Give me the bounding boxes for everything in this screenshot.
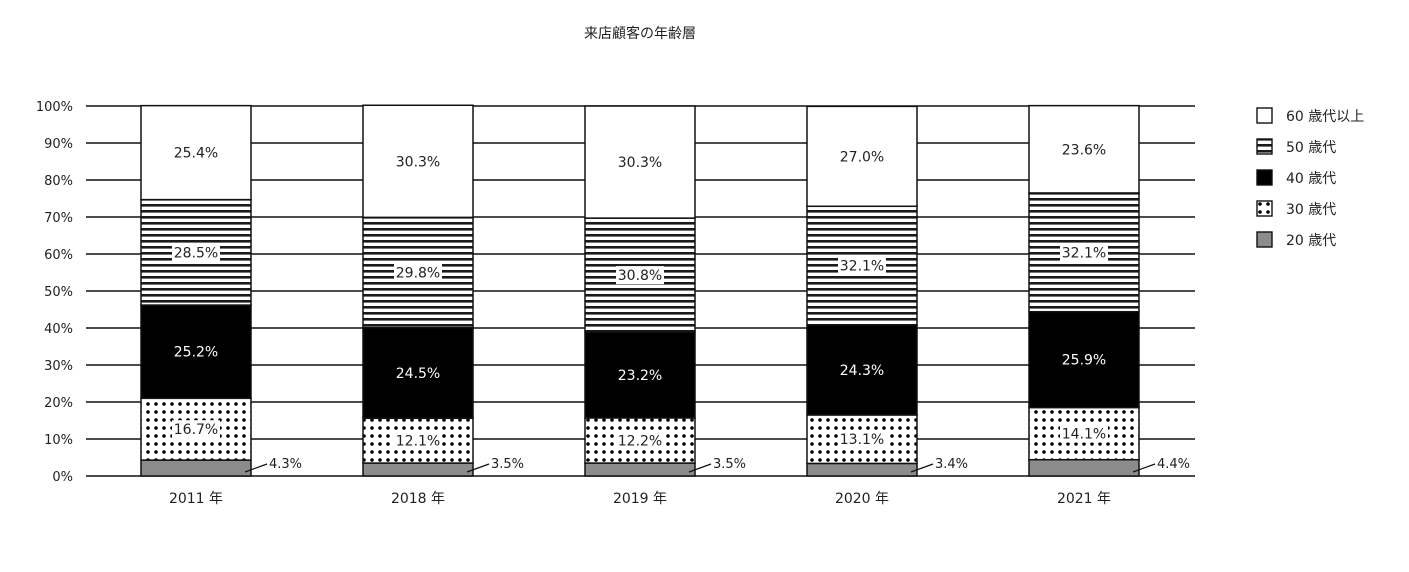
bar-segment [806,324,918,416]
data-label-leader [688,463,712,473]
data-label-bg [616,266,664,285]
data-label-bg [172,243,220,262]
y-tick-label: 50% [44,285,73,300]
bar-segment [1028,310,1140,409]
x-tick-label: 2020 年 [835,491,889,507]
data-label: 13.1% [840,432,884,448]
data-label: 3.5% [713,457,746,472]
legend-swatch [1256,107,1273,124]
data-label: 30.3% [396,154,440,170]
data-label: 12.1% [396,434,440,450]
data-label: 3.4% [935,457,968,472]
x-tick-label: 2018 年 [391,491,445,507]
data-label-leader [1132,463,1156,473]
data-label-bg [1060,243,1108,262]
data-label-bg [394,431,442,450]
y-tick-label: 20% [44,396,73,411]
data-label-bg [838,430,886,449]
data-label: 27.0% [840,149,884,165]
bar-segment [1028,104,1140,194]
data-label-leader [244,463,268,473]
bar-segment [806,462,918,477]
data-label-leader [910,463,934,473]
bar-segment [140,304,252,400]
bar-segment [584,105,696,219]
x-tick-label: 2021 年 [1057,491,1111,507]
legend-label: 20 歳代 [1286,233,1336,249]
data-label: 23.2% [618,368,662,384]
x-tick-label: 2011 年 [169,491,223,507]
x-tick-label: 2019 年 [613,491,667,507]
legend-swatch [1256,169,1273,186]
data-label: 24.5% [396,366,440,382]
legend-swatch [1256,200,1273,217]
data-label-bg [394,263,442,282]
data-label: 28.5% [174,245,218,261]
data-label: 24.3% [840,363,884,379]
data-label-bg [172,420,220,439]
bar-segment [584,331,696,419]
chart-title: 来店顧客の年齢層 [584,25,696,42]
y-tick-label: 40% [44,322,73,337]
labels-layer: 4.3% 16.7% 25.2% 28.5% 25.4% 3.5% 12.1% 24.5% 29… [172,142,1190,473]
data-label-bg [838,256,886,275]
y-tick-label: 30% [44,359,73,374]
data-label: 3.5% [491,457,524,472]
legend-swatch [1256,138,1273,155]
data-label: 25.4% [174,146,218,162]
y-tick-label: 10% [44,433,73,448]
y-tick-label: 90% [44,137,73,152]
data-label: 29.8% [396,266,440,282]
y-tick-label: 80% [44,174,73,189]
legend-label: 60 歳代以上 [1286,109,1364,125]
bar-segment [362,462,474,477]
data-label: 32.1% [840,259,884,275]
legend-label: 50 歳代 [1286,140,1336,156]
data-label: 32.1% [1062,245,1106,261]
bar-segment [362,104,474,219]
data-label: 30.8% [618,268,662,284]
y-tick-label: 70% [44,211,73,226]
bar-segment [140,459,252,477]
data-label: 25.9% [1062,353,1106,369]
data-label: 14.1% [1062,427,1106,443]
bar-segment [140,104,252,201]
legend-swatch [1256,231,1273,248]
data-label: 4.4% [1157,457,1190,472]
axis-layer: 0% 10% 20% 30% 40% 50% 60% 70% 80% 90% 100% 2011 年 2… [36,100,1111,507]
data-label: 16.7% [174,422,218,438]
data-label: 4.3% [269,457,302,472]
y-tick-label: 60% [44,248,73,263]
bar-segment [584,462,696,477]
legend-label: 40 歳代 [1286,171,1336,187]
data-label: 12.2% [618,433,662,449]
y-tick-label: 0% [52,470,73,485]
data-label: 30.3% [618,155,662,171]
y-tick-label: 100% [36,100,73,115]
data-label-leader [466,463,490,473]
data-label: 25.2% [174,345,218,361]
bar-segment [1028,458,1140,477]
legend-label: 30 歳代 [1286,202,1336,218]
data-label-bg [1060,424,1108,443]
bar-segment [806,105,918,208]
data-label: 23.6% [1062,142,1106,158]
bar-segment [362,326,474,420]
data-label-bg [616,431,664,450]
legend: 60 歳代以上 50 歳代 40 歳代 30 歳代 20 歳代 [1256,107,1364,249]
bars-layer [140,104,1140,477]
